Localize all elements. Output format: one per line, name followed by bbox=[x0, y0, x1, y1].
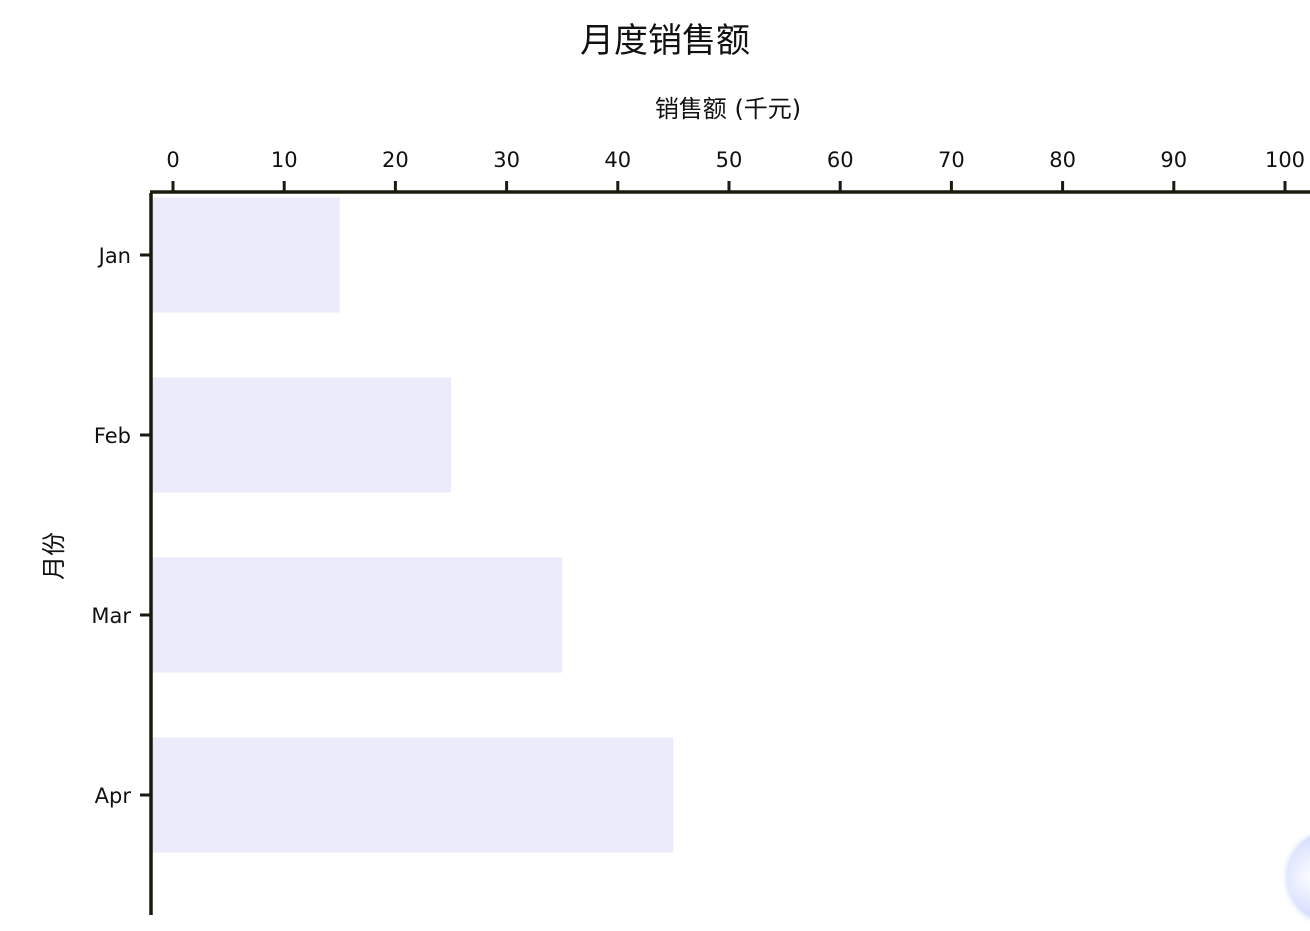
bar-jan bbox=[152, 197, 340, 313]
x-tick-label: 90 bbox=[1160, 148, 1187, 172]
bar-mar bbox=[152, 557, 563, 673]
x-tick-label: 30 bbox=[493, 148, 520, 172]
floating-assistant-button[interactable] bbox=[1287, 833, 1310, 921]
x-tick-label: 40 bbox=[604, 148, 631, 172]
y-axis-title: 月份 bbox=[40, 532, 68, 580]
x-tick-label: 70 bbox=[938, 148, 965, 172]
bars-group bbox=[152, 197, 674, 853]
y-axis-ticks: Jan Feb Mar Apr bbox=[91, 244, 151, 808]
bar-feb bbox=[152, 377, 451, 493]
bar-apr bbox=[152, 737, 674, 853]
y-tick-label: Mar bbox=[91, 604, 131, 628]
x-axis-title: 销售额 (千元) bbox=[655, 95, 801, 123]
y-tick-label: Apr bbox=[95, 784, 132, 808]
y-tick-label: Feb bbox=[94, 424, 131, 448]
x-tick-label: 60 bbox=[827, 148, 854, 172]
x-tick-label: 0 bbox=[166, 148, 179, 172]
x-axis-ticks: 0 10 20 30 40 50 60 70 80 90 100 bbox=[166, 148, 1305, 192]
x-tick-label: 80 bbox=[1049, 148, 1076, 172]
x-tick-label: 100 bbox=[1265, 148, 1305, 172]
x-tick-label: 20 bbox=[382, 148, 409, 172]
y-tick-label: Jan bbox=[97, 244, 131, 268]
x-tick-label: 50 bbox=[716, 148, 743, 172]
x-tick-label: 10 bbox=[271, 148, 298, 172]
chart-title: 月度销售额 bbox=[580, 21, 750, 61]
